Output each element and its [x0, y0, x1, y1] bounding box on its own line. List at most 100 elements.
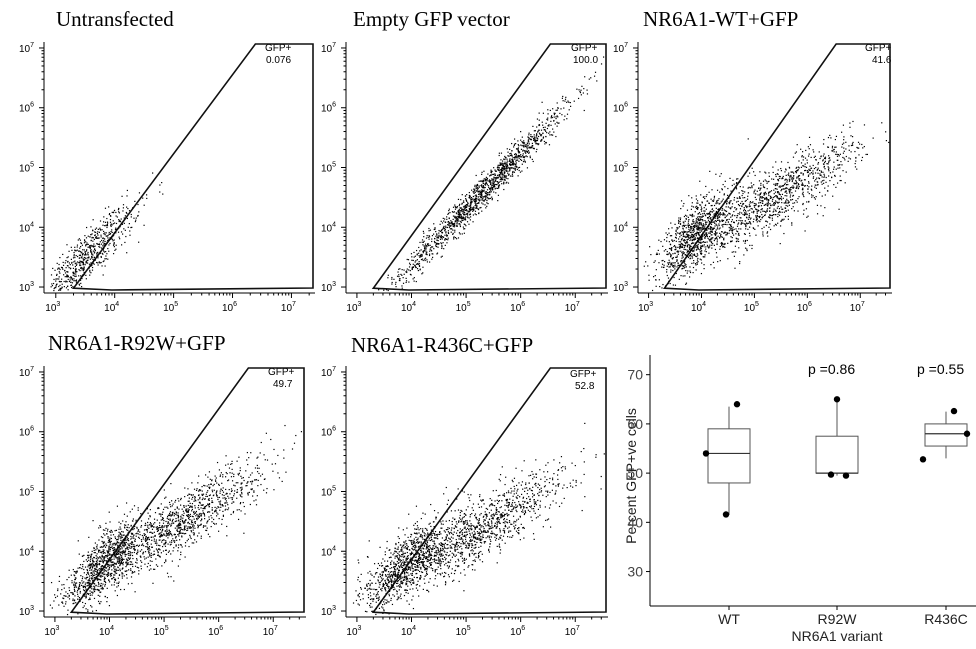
- event-dot: [498, 181, 500, 183]
- event-dot: [412, 259, 414, 262]
- event-dot: [90, 563, 93, 565]
- event-dot: [692, 222, 694, 224]
- event-dot: [679, 245, 681, 247]
- event-dot: [141, 549, 143, 551]
- event-dot: [791, 186, 793, 188]
- event-dot: [128, 547, 130, 549]
- event-dot: [482, 203, 484, 205]
- event-dot: [696, 216, 699, 218]
- event-dot: [542, 137, 544, 139]
- event-dot: [727, 206, 729, 208]
- event-dot: [425, 248, 427, 250]
- event-dot: [438, 243, 440, 245]
- event-dot: [728, 202, 730, 204]
- event-dot: [441, 237, 443, 239]
- event-dot: [749, 244, 751, 247]
- event-dot: [820, 171, 822, 173]
- event-dot: [413, 256, 415, 258]
- event-dot: [70, 591, 72, 594]
- event-dot: [58, 276, 60, 278]
- event-dot: [146, 508, 149, 510]
- event-dot: [722, 226, 724, 228]
- event-dot: [509, 175, 512, 177]
- event-dot: [469, 216, 472, 218]
- event-dot: [75, 282, 78, 284]
- event-dot: [527, 136, 529, 138]
- event-dot: [692, 249, 694, 252]
- event-dot: [728, 203, 731, 205]
- event-dot: [407, 259, 410, 261]
- event-dot: [676, 256, 678, 259]
- event-dot: [726, 223, 728, 226]
- event-dot: [101, 229, 103, 231]
- event-dot: [801, 184, 803, 186]
- event-dot: [827, 163, 829, 165]
- event-dot: [785, 187, 788, 189]
- event-dot: [749, 226, 751, 228]
- event-dot: [469, 206, 472, 209]
- event-dot: [73, 275, 76, 277]
- event-dot: [739, 217, 741, 219]
- event-dot: [441, 246, 443, 248]
- event-dot: [719, 212, 721, 214]
- event-dot: [773, 210, 775, 212]
- event-dot: [703, 228, 706, 230]
- event-dot: [710, 204, 712, 207]
- event-dot: [744, 200, 746, 202]
- event-dot: [713, 213, 715, 215]
- panel-5-gate-label: GFP+: [570, 369, 597, 380]
- event-dot: [714, 230, 716, 233]
- event-dot: [682, 205, 684, 207]
- event-dot: [462, 219, 464, 221]
- event-dot: [788, 167, 791, 169]
- event-dot: [682, 221, 684, 223]
- event-dot: [836, 182, 839, 184]
- event-dot: [109, 542, 111, 544]
- event-dot: [114, 228, 117, 231]
- event-dot: [102, 562, 105, 564]
- event-dot: [503, 174, 505, 176]
- event-dot: [777, 169, 779, 171]
- event-dot: [416, 254, 418, 256]
- event-dot: [715, 233, 717, 235]
- event-dot: [455, 225, 457, 227]
- event-dot: [792, 156, 795, 158]
- event-dot: [689, 270, 691, 272]
- event-dot: [463, 201, 465, 204]
- event-dot: [684, 248, 686, 251]
- event-dot: [95, 609, 97, 612]
- event-dot: [137, 509, 139, 511]
- event-dot: [120, 563, 122, 565]
- event-dot: [103, 571, 105, 573]
- event-dot: [72, 568, 74, 571]
- panel-4-y-tick-label: 106: [19, 426, 34, 439]
- event-dot: [65, 280, 67, 282]
- event-dot: [51, 283, 53, 285]
- event-dot: [713, 204, 716, 207]
- event-dot: [496, 181, 498, 183]
- event-dot: [85, 274, 87, 276]
- event-dot: [720, 173, 722, 175]
- event-dot: [464, 214, 466, 216]
- event-dot: [473, 188, 475, 190]
- event-dot: [701, 224, 703, 226]
- event-dot: [807, 188, 809, 190]
- event-dot: [786, 192, 788, 194]
- event-dot: [484, 199, 487, 201]
- event-dot: [724, 186, 726, 188]
- event-dot: [121, 233, 124, 235]
- event-dot: [509, 163, 511, 165]
- event-dot: [74, 260, 76, 262]
- event-dot: [735, 220, 738, 222]
- event-dot: [100, 243, 103, 245]
- event-dot: [682, 231, 684, 234]
- event-dot: [94, 542, 96, 544]
- event-dot: [150, 525, 152, 527]
- event-dot: [672, 264, 675, 267]
- event-dot: [833, 166, 835, 168]
- event-dot: [114, 554, 116, 556]
- event-dot: [761, 227, 763, 230]
- event-dot: [110, 546, 112, 549]
- event-dot: [73, 254, 75, 256]
- event-dot: [93, 263, 95, 265]
